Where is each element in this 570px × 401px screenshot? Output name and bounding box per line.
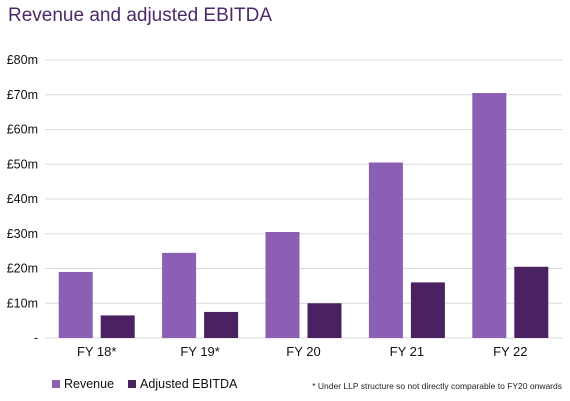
bar-adjusted-ebitda xyxy=(410,282,445,338)
legend-label-adjusted-ebitda: Adjusted EBITDA xyxy=(140,377,238,391)
x-tick-label: FY 22 xyxy=(493,344,527,359)
legend-item-adjusted-ebitda: Adjusted EBITDA xyxy=(128,377,237,391)
legend-swatch-adjusted-ebitda xyxy=(128,380,137,388)
bar-adjusted-ebitda xyxy=(204,311,239,338)
bar-revenue xyxy=(265,232,300,338)
y-tick-label: £10m xyxy=(7,296,38,310)
bar-adjusted-ebitda xyxy=(307,303,342,338)
y-tick-label: £20m xyxy=(7,262,38,276)
footnote: * Under LLP structure so not directly co… xyxy=(312,381,562,391)
x-tick-label: FY 19* xyxy=(180,344,220,359)
x-tick-label: FY 21 xyxy=(390,344,424,359)
bar-adjusted-ebitda xyxy=(100,315,135,338)
x-tick-label: FY 20 xyxy=(286,344,320,359)
y-tick-label: £70m xyxy=(7,88,38,102)
y-tick-label: £30m xyxy=(7,227,38,241)
y-tick-label: £60m xyxy=(7,123,38,137)
bar-revenue xyxy=(58,271,93,338)
y-tick-label: - xyxy=(34,331,38,345)
y-tick-label: £50m xyxy=(7,157,38,171)
bar-adjusted-ebitda xyxy=(514,266,549,338)
y-tick-label: £80m xyxy=(7,53,38,67)
bar-revenue xyxy=(368,162,403,338)
y-tick-label: £40m xyxy=(7,192,38,206)
chart-title: Revenue and adjusted EBITDA xyxy=(8,5,273,26)
legend: Revenue Adjusted EBITDA xyxy=(52,377,237,391)
x-tick-label: FY 18* xyxy=(77,344,117,359)
bar-revenue xyxy=(162,252,197,338)
legend-label-revenue: Revenue xyxy=(64,377,115,391)
bar-revenue xyxy=(472,93,507,338)
legend-item-revenue: Revenue xyxy=(52,377,114,391)
legend-swatch-revenue xyxy=(52,380,60,388)
